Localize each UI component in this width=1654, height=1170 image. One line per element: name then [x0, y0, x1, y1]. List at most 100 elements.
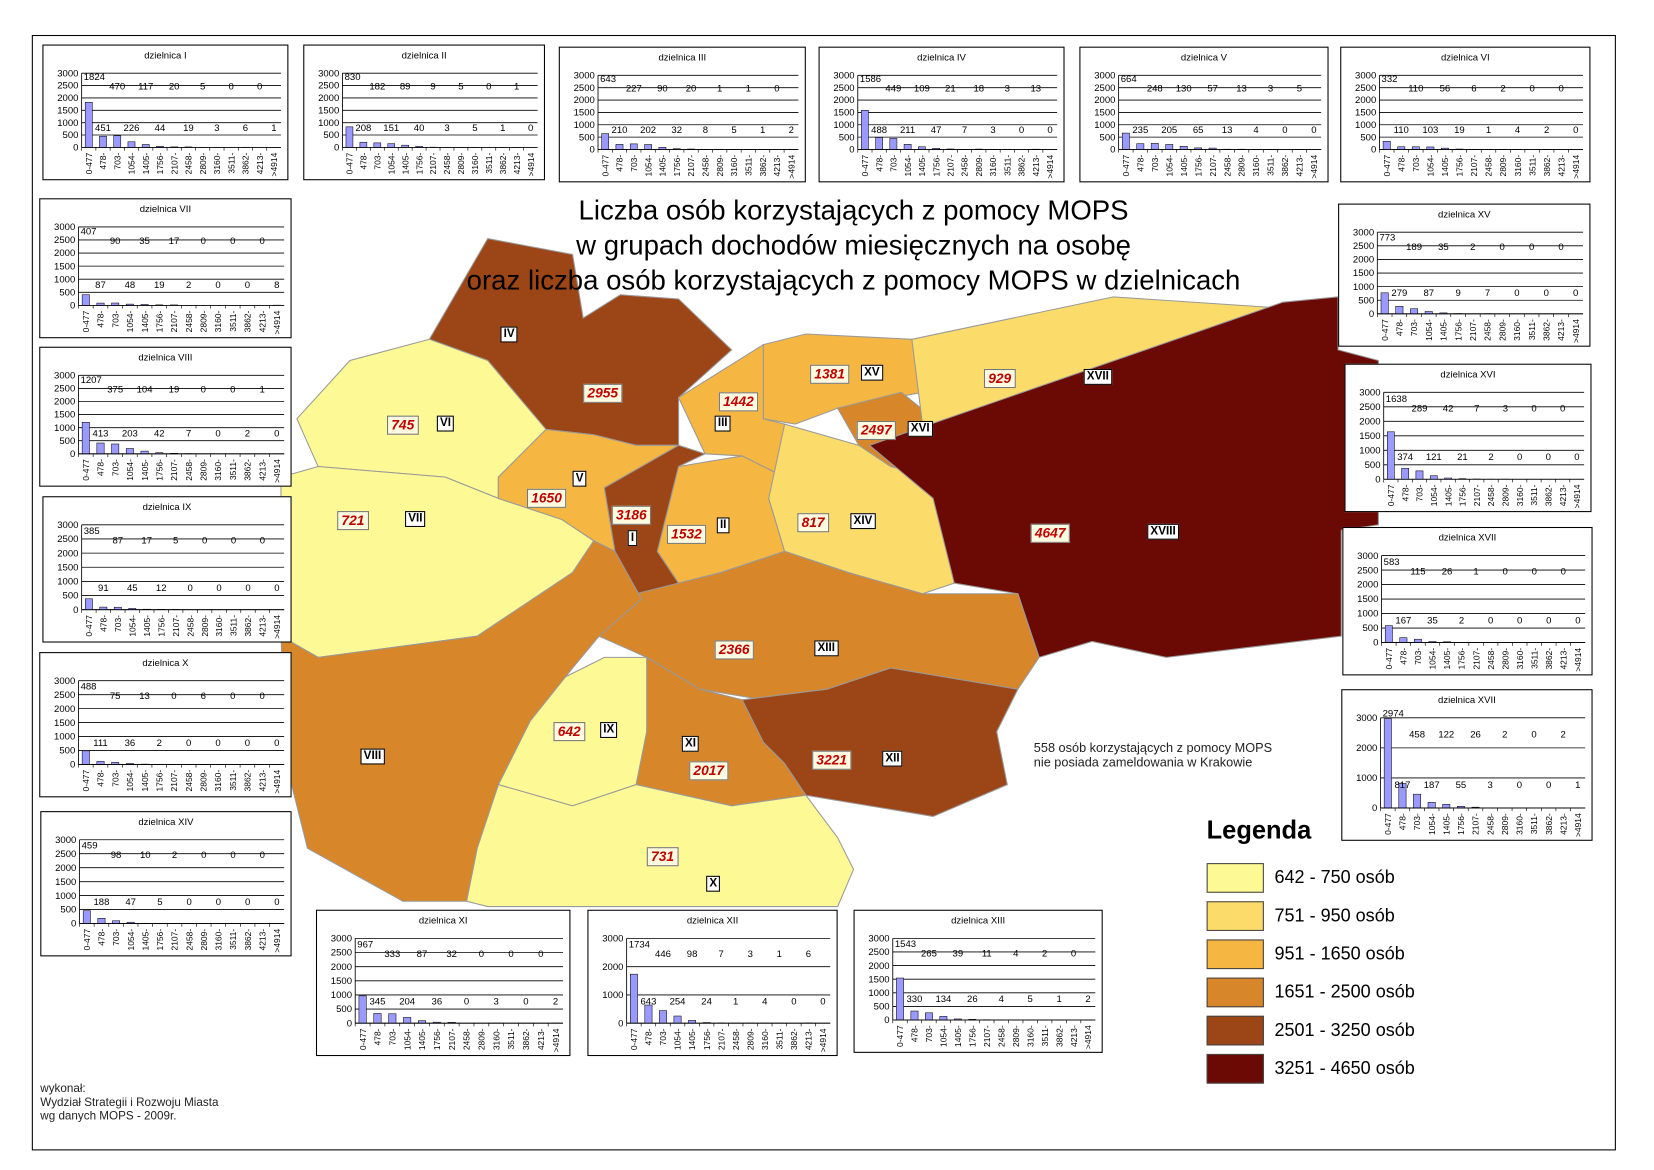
x-tick-label: 3862- — [521, 1028, 531, 1050]
y-tick-label: 3000 — [833, 70, 854, 81]
data-label: 56 — [1440, 84, 1451, 95]
y-tick-label: 1000 — [1355, 120, 1376, 131]
y-tick-label: 1500 — [1094, 108, 1115, 119]
data-label: 122 — [1438, 730, 1454, 741]
data-label: 205 — [1161, 125, 1177, 136]
bar — [1395, 305, 1404, 315]
y-tick-label: 500 — [1358, 295, 1374, 306]
x-tick-label: 1405- — [658, 155, 668, 177]
x-tick-label: 1756- — [1455, 155, 1465, 177]
y-tick-label: 0 — [590, 145, 595, 156]
x-tick-label: 1054- — [126, 929, 136, 951]
chart-title: dzielnica XVI — [1440, 369, 1495, 380]
x-tick-label: 2458- — [1485, 813, 1495, 835]
bar — [1179, 146, 1188, 150]
data-label: 0 — [215, 738, 220, 749]
data-label: 26 — [1442, 567, 1453, 578]
data-label: 5 — [1297, 84, 1302, 95]
bar — [125, 448, 134, 455]
data-label: 20 — [686, 84, 697, 95]
x-tick-label: 4213- — [1558, 484, 1568, 506]
y-tick-label: 500 — [63, 130, 79, 141]
data-label: 6 — [201, 691, 206, 702]
x-tick-label: >4914 — [272, 615, 282, 639]
x-tick-label: 2107- — [686, 155, 696, 177]
data-label: 0 — [1282, 125, 1287, 136]
district-chart: dzielnica XIV 0 500 1000 1500 2000 2500 3000 459… — [40, 811, 292, 957]
y-tick-label: 2500 — [55, 849, 76, 860]
chart-title: dzielnica VI — [1441, 52, 1490, 63]
x-tick-label: 478- — [1395, 319, 1405, 336]
y-tick-label: 3000 — [54, 371, 75, 382]
data-label: 3 — [1268, 84, 1273, 95]
y-tick-label: 3000 — [1355, 70, 1376, 81]
x-tick-label: 3862- — [498, 153, 508, 175]
x-tick-label: 2107- — [1471, 648, 1481, 670]
district-number-label: XVIII — [1147, 523, 1179, 540]
bar — [861, 109, 869, 150]
x-tick-label: 3862- — [243, 615, 253, 637]
y-tick-label: 2000 — [55, 863, 76, 874]
data-label: 2974 — [1383, 708, 1405, 719]
legend-label: 642 - 750 osób — [1274, 867, 1395, 888]
x-tick-label: 0-477 — [1384, 648, 1394, 670]
data-label: 0 — [201, 850, 206, 861]
data-label: 35 — [1438, 242, 1449, 253]
x-tick-label: 2809- — [200, 615, 210, 637]
x-tick-label: 2107- — [1468, 319, 1478, 341]
data-label: 26 — [967, 994, 978, 1005]
x-tick-label: 3862- — [243, 311, 253, 333]
x-tick-label: 3511- — [1527, 155, 1537, 176]
x-tick-label: >4914 — [272, 459, 282, 483]
data-label: 0 — [1532, 567, 1537, 578]
footer-line: Wydział Strategii i Rozwoju Miasta — [40, 1096, 219, 1110]
x-tick-label: >4914 — [269, 152, 279, 176]
data-label: 0 — [820, 997, 825, 1008]
data-label: 1543 — [895, 939, 916, 950]
x-tick-label: 1054- — [127, 153, 137, 175]
data-label: 1734 — [629, 939, 651, 950]
legend-swatch — [1206, 863, 1264, 893]
data-label: 0 — [1517, 615, 1522, 626]
data-label: 36 — [432, 997, 443, 1008]
data-label: 2 — [1085, 994, 1090, 1005]
y-tick-label: 2000 — [1357, 580, 1378, 591]
data-label: 17 — [141, 536, 152, 547]
data-label: 0 — [201, 385, 206, 396]
data-label: 0 — [1546, 452, 1551, 463]
unregistered-note: 558 osób korzystających z pomocy MOPS ni… — [1034, 740, 1272, 770]
y-tick-label: 1500 — [574, 108, 595, 119]
y-tick-label: 1000 — [1356, 773, 1377, 784]
x-tick-label: 3862- — [789, 1028, 799, 1050]
x-tick-label: 1756- — [154, 459, 164, 481]
x-tick-label: 3160- — [1515, 648, 1525, 670]
data-label: 0 — [245, 738, 250, 749]
district-value-label: 1532 — [666, 524, 707, 544]
legend-label: 2501 - 3250 osób — [1274, 1020, 1415, 1041]
x-tick-label: 1405- — [1441, 813, 1451, 835]
data-label: 643 — [640, 997, 656, 1008]
x-tick-label: 703- — [658, 1028, 668, 1045]
district-area-xiii — [598, 550, 1040, 701]
data-label: 21 — [945, 84, 956, 95]
data-label: 0 — [230, 385, 235, 396]
y-tick-label: 2000 — [833, 95, 854, 106]
y-tick-label: 1500 — [868, 974, 889, 985]
data-label: 0 — [1311, 125, 1316, 136]
data-label: 0 — [202, 536, 207, 547]
data-label: 20 — [169, 81, 180, 92]
data-label: 0 — [215, 429, 220, 440]
data-label: 0 — [1546, 780, 1551, 791]
footer-line: wg danych MOPS - 2009r. — [40, 1110, 177, 1123]
y-tick-label: 1000 — [318, 118, 339, 129]
x-tick-label: 2458- — [1222, 155, 1232, 177]
x-tick-label: 478- — [1396, 155, 1406, 172]
data-label: 0 — [528, 123, 533, 134]
x-tick-label: 4213- — [772, 155, 782, 177]
x-tick-label: 3862- — [243, 459, 253, 481]
data-label: 202 — [640, 125, 656, 136]
x-tick-label: 3160- — [729, 155, 739, 177]
chart-title: dzielnica XVII — [1439, 533, 1497, 544]
data-label: 0 — [1558, 242, 1563, 253]
data-label: 1 — [500, 123, 505, 134]
